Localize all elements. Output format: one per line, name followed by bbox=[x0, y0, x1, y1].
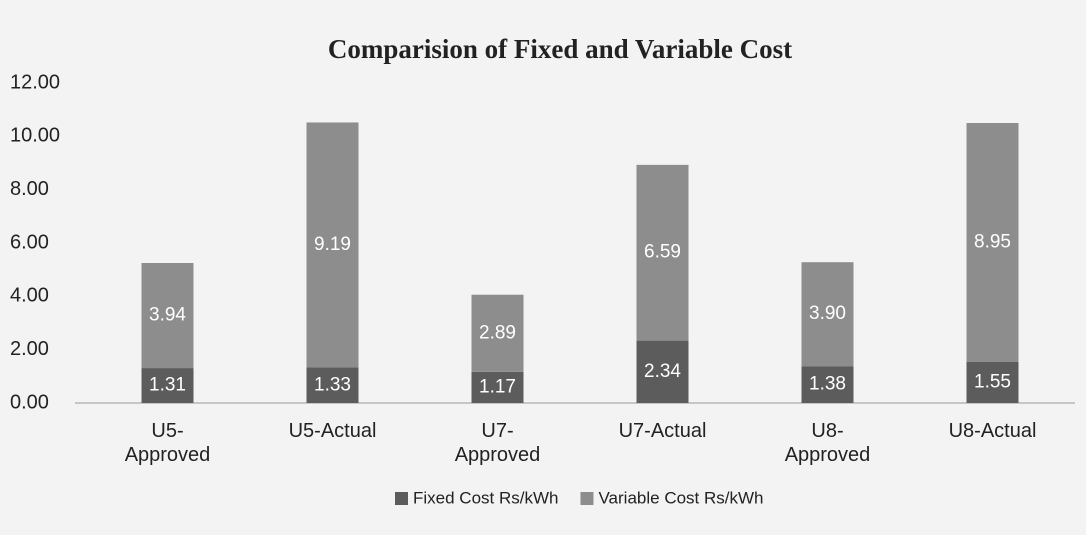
bar-segment bbox=[306, 122, 359, 368]
bar-segment bbox=[801, 366, 854, 403]
y-tick-label: 10.00 bbox=[10, 125, 60, 147]
data-label: 9.19 bbox=[314, 234, 351, 255]
x-tick-label: U5-Approved bbox=[124, 420, 211, 466]
bar-segment bbox=[471, 294, 524, 372]
data-label: 1.55 bbox=[974, 371, 1011, 392]
legend-swatch bbox=[395, 492, 408, 505]
bar-segment bbox=[801, 262, 854, 367]
chart-title: Comparision of Fixed and Variable Cost bbox=[328, 34, 792, 64]
x-tick-label: U8-Actual bbox=[948, 420, 1037, 442]
bar-segment bbox=[471, 371, 524, 403]
y-tick-label: 4.00 bbox=[10, 285, 49, 307]
data-label: 1.33 bbox=[314, 374, 351, 395]
y-tick-label: 6.00 bbox=[10, 231, 49, 253]
bar-segment bbox=[306, 367, 359, 403]
bar-segment bbox=[966, 361, 1019, 403]
legend-swatch bbox=[580, 492, 594, 505]
x-tick-label: U7-Actual bbox=[618, 420, 707, 442]
data-label: 6.59 bbox=[644, 242, 681, 263]
data-label: 3.90 bbox=[809, 303, 846, 324]
data-label: 3.94 bbox=[149, 305, 186, 326]
bar-segment bbox=[141, 263, 194, 369]
data-label: 1.17 bbox=[479, 376, 516, 397]
data-label: 1.38 bbox=[809, 374, 846, 395]
y-tick-label: 2.00 bbox=[10, 338, 49, 360]
data-label: 1.31 bbox=[149, 375, 186, 396]
bar-segment bbox=[636, 164, 689, 341]
data-label: 2.89 bbox=[479, 322, 516, 343]
legend-label: Fixed Cost Rs/kWh bbox=[413, 488, 558, 507]
bar-segment bbox=[636, 340, 689, 403]
bar-segment bbox=[141, 368, 194, 403]
x-tick-label: U5-Actual bbox=[288, 420, 377, 442]
y-tick-label: 0.00 bbox=[10, 391, 49, 413]
data-label: 2.34 bbox=[644, 361, 681, 382]
y-tick-label: 8.00 bbox=[10, 178, 49, 200]
legend-label: Variable Cost Rs/kWh bbox=[598, 488, 763, 507]
data-label: 8.95 bbox=[974, 231, 1011, 252]
x-tick-label: U8-Approved bbox=[784, 420, 871, 466]
x-tick-label: U7-Approved bbox=[454, 420, 541, 466]
y-tick-label: 12.00 bbox=[10, 71, 60, 93]
bar-segment bbox=[966, 123, 1019, 362]
